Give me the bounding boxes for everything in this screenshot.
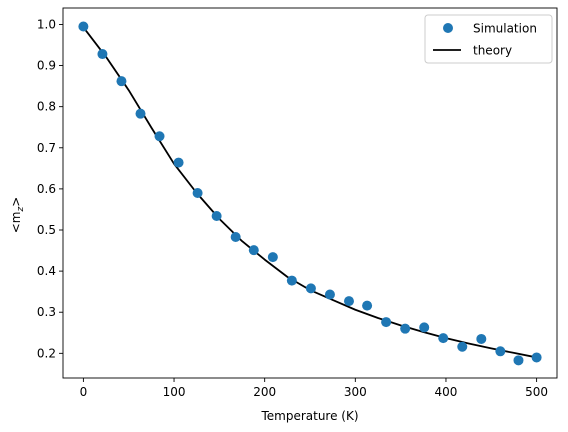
y-tick-label: 0.2: [37, 346, 56, 360]
simulation-series: [78, 21, 542, 366]
y-tick-label: 0.6: [37, 182, 56, 196]
simulation-point: [248, 245, 259, 256]
y-tick-label: 0.7: [37, 141, 56, 155]
simulation-point: [154, 131, 165, 142]
y-tick-label: 0.4: [37, 264, 56, 278]
theory-line: [82, 26, 537, 359]
y-tick-label: 0.9: [37, 59, 56, 73]
simulation-point: [362, 300, 373, 311]
y-tick-label: 0.5: [37, 223, 56, 237]
x-tick-label: 500: [525, 385, 548, 399]
y-tick-label: 1.0: [37, 17, 56, 31]
simulation-point: [230, 231, 241, 242]
simulation-point: [343, 296, 354, 307]
simulation-point: [438, 333, 449, 344]
plot-frame: [62, 7, 558, 379]
simulation-point: [135, 108, 146, 119]
simulation-point: [513, 355, 524, 366]
y-axis-label-base: <m: [9, 212, 23, 234]
simulation-point: [78, 21, 89, 32]
simulation-point: [531, 352, 542, 363]
x-axis-label: Temperature (K): [260, 409, 358, 423]
y-tick-label: 0.3: [37, 305, 56, 319]
x-tick-label: 200: [253, 385, 276, 399]
simulation-point: [400, 323, 411, 334]
simulation-point: [419, 322, 430, 333]
simulation-point: [305, 283, 316, 294]
y-axis-label-sub: z: [16, 207, 26, 213]
simulation-point: [286, 275, 297, 286]
y-axis-label: <mz>: [9, 197, 26, 234]
simulation-point: [192, 188, 203, 198]
simulation-point: [457, 341, 468, 352]
y-axis-label-end: >: [9, 197, 23, 207]
legend-box: [424, 14, 553, 64]
simulation-point: [173, 157, 184, 168]
simulation-point: [116, 76, 127, 87]
legend-label-simulation: Simulation: [473, 22, 537, 36]
theory-series: [82, 26, 537, 359]
legend: Simulation theory: [424, 14, 553, 64]
simulation-point: [324, 289, 335, 300]
x-tick-label: 100: [163, 385, 186, 399]
simulation-point: [97, 49, 108, 60]
x-tick-label: 0: [80, 385, 88, 399]
simulation-point: [381, 317, 392, 328]
simulation-point: [495, 346, 506, 357]
x-tick-label: 300: [344, 385, 367, 399]
simulation-point: [211, 211, 222, 222]
legend-marker-simulation: [443, 23, 453, 33]
x-tick-label: 400: [435, 385, 458, 399]
simulation-point: [476, 333, 487, 344]
legend-label-theory: theory: [473, 44, 512, 58]
y-tick-label: 0.8: [37, 100, 56, 114]
axis-ticks: 0 100 200 300 400 500 0.2 0.3 0.4 0.5 0.6 0.7 0.8 0.9…: [37, 17, 548, 399]
simulation-point: [267, 252, 278, 263]
